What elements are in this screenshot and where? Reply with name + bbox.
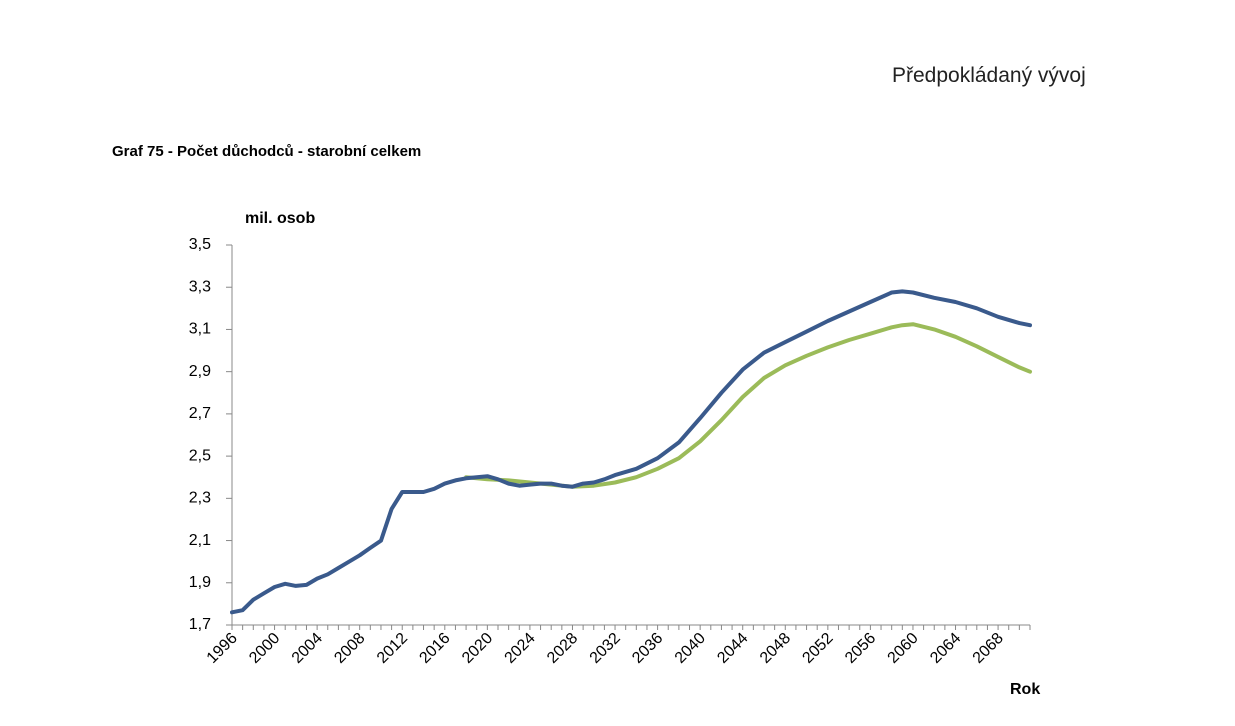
- x-tick-label: 2060: [885, 630, 922, 667]
- x-tick-label: 2032: [587, 630, 624, 667]
- chart-series: [230, 289, 1032, 615]
- x-tick-label: 2028: [544, 630, 581, 667]
- x-tick-label: 2048: [757, 630, 794, 667]
- x-tick-label: 2020: [459, 630, 496, 667]
- y-tick-label: 2,9: [189, 363, 211, 380]
- y-tick-label: 1,9: [189, 574, 211, 591]
- header-note: Předpokládaný vývoj: [892, 64, 1086, 87]
- x-tick-label: 2000: [246, 630, 283, 667]
- x-axis-ticks: 1996 2000 2004 2008 2012 2016 2020 2024 2028 2032…: [204, 625, 1031, 667]
- y-tick-label: 2,3: [189, 490, 211, 507]
- x-tick-label: 2068: [970, 630, 1007, 667]
- x-tick-label: 2012: [374, 630, 411, 667]
- series-line-1: [464, 322, 1032, 489]
- y-axis-label: mil. osob: [245, 210, 315, 227]
- x-tick-label: 2016: [416, 630, 453, 667]
- y-tick-label: 1,7: [189, 616, 211, 633]
- series-line-2: [230, 289, 1032, 615]
- chart-axes: [231, 245, 1030, 626]
- x-tick-label: 2024: [502, 630, 539, 667]
- x-tick-label: 2064: [927, 630, 964, 667]
- chart-title: Graf 75 - Počet důchodců - starobní celk…: [112, 143, 422, 160]
- y-tick-label: 3,1: [189, 321, 211, 338]
- x-tick-label: 2036: [629, 630, 666, 667]
- x-tick-label: 2052: [799, 630, 836, 667]
- y-axis-ticks: 1,7 1,9 2,1 2,3 2,5 2,7 2,9 3,1 3,3 3,5: [189, 236, 232, 633]
- x-tick-label: 2044: [714, 630, 751, 667]
- x-tick-label: 1996: [204, 630, 241, 667]
- x-tick-label: 2008: [331, 630, 368, 667]
- x-tick-label: 2040: [672, 630, 709, 667]
- x-tick-label: 2004: [289, 630, 326, 667]
- y-tick-label: 2,7: [189, 405, 211, 422]
- y-tick-label: 3,5: [189, 236, 211, 253]
- y-tick-label: 2,1: [189, 532, 211, 549]
- x-tick-label: 2056: [842, 630, 879, 667]
- x-axis-label: Rok: [1010, 681, 1040, 698]
- y-tick-label: 3,3: [189, 278, 211, 295]
- y-tick-label: 2,5: [189, 447, 211, 464]
